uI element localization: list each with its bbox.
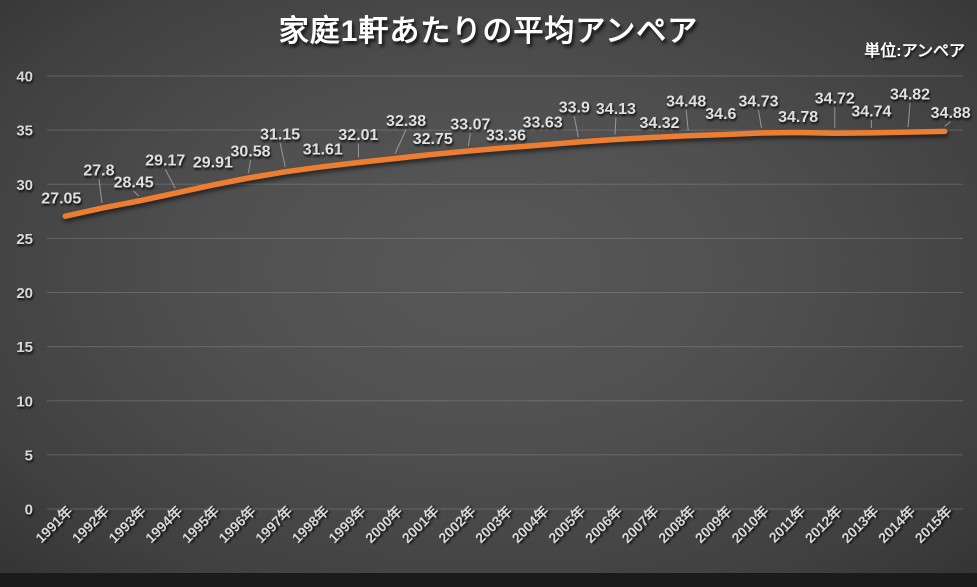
y-tick-label: 5 xyxy=(25,447,33,464)
y-tick-label: 30 xyxy=(16,177,33,194)
leader-line xyxy=(248,159,252,174)
leader-line xyxy=(907,103,911,128)
leader-line xyxy=(685,109,689,131)
y-tick-label: 25 xyxy=(16,231,33,248)
bottom-edge xyxy=(0,573,977,587)
data-label: 28.45 xyxy=(114,175,154,192)
data-label: 34.74 xyxy=(851,103,891,120)
data-label: 27.8 xyxy=(83,163,114,180)
y-tick-label: 40 xyxy=(16,69,33,86)
y-tick-label: 10 xyxy=(16,393,33,410)
data-label: 29.91 xyxy=(193,155,233,172)
y-tick-label: 20 xyxy=(16,285,33,302)
chart-title: 家庭1軒あたりの平均アンペア xyxy=(278,15,699,48)
data-label: 34.48 xyxy=(666,93,706,110)
data-label: 33.9 xyxy=(559,100,590,117)
leader-line xyxy=(98,179,103,204)
leader-line xyxy=(394,129,407,154)
data-label: 31.15 xyxy=(260,126,300,143)
data-label: 30.58 xyxy=(230,143,270,160)
data-label: 32.75 xyxy=(413,131,453,148)
leader-line xyxy=(279,142,286,167)
unit-label: 単位:アンペア xyxy=(864,43,965,60)
leader-line xyxy=(133,190,139,197)
y-tick-label: 35 xyxy=(16,123,33,140)
data-label: 34.78 xyxy=(778,109,818,126)
data-label: 27.05 xyxy=(41,191,81,208)
leader-line xyxy=(467,132,471,147)
y-tick-label: 15 xyxy=(16,339,33,356)
data-label: 33.36 xyxy=(486,127,526,144)
data-label: 32.01 xyxy=(338,127,378,144)
leader-line xyxy=(573,115,579,138)
data-label: 29.17 xyxy=(145,153,185,170)
leader-line xyxy=(757,109,762,129)
data-label: 34.72 xyxy=(815,91,855,108)
series-line xyxy=(62,128,948,219)
data-label: 33.63 xyxy=(523,114,563,131)
y-tick-label: 0 xyxy=(25,502,33,519)
leader-line xyxy=(944,121,952,127)
data-label: 32.38 xyxy=(386,113,426,130)
leader-line xyxy=(164,169,176,189)
data-label: 34.13 xyxy=(596,101,636,118)
leader-line xyxy=(614,117,617,135)
data-label: 34.32 xyxy=(640,115,680,132)
data-label: 34.82 xyxy=(890,87,930,104)
data-label: 31.61 xyxy=(303,141,343,158)
data-label: 34.73 xyxy=(738,94,778,111)
data-label: 33.07 xyxy=(450,117,490,134)
data-label: 34.88 xyxy=(931,105,971,122)
data-label: 34.6 xyxy=(705,106,736,123)
